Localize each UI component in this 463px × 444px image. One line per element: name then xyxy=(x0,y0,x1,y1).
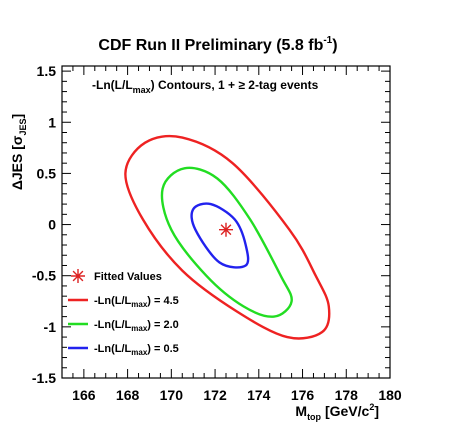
contour-0-5 xyxy=(190,202,250,269)
y-tick-label: 0.5 xyxy=(37,165,57,181)
x-axis-ticks: 166 168 170 172 174 176 178 180 xyxy=(61,66,402,403)
y-axis-label: ΔJES [σJES] xyxy=(9,114,28,190)
x-tick-label: 174 xyxy=(247,387,271,403)
fitted-value-point xyxy=(219,222,233,237)
y-tick-label: 1 xyxy=(48,114,56,130)
y-tick-label: 0 xyxy=(48,217,56,233)
legend-label-0-5: -Ln(L/Lmax) = 0.5 xyxy=(94,343,179,357)
x-axis-label: Mtop [GeV/c2] xyxy=(295,402,379,422)
x-tick-label: 178 xyxy=(335,387,359,403)
legend: Fitted Values -Ln(L/Lmax) = 4.5 -Ln(L/Lmax… xyxy=(68,269,179,357)
y-axis-ticks: -1.5 -1 -0.5 0 0.5 1 1.5 xyxy=(32,63,390,386)
fitted-value-marker xyxy=(219,222,233,237)
y-tick-label: -1.5 xyxy=(32,370,56,386)
x-tick-label: 176 xyxy=(291,387,315,403)
contour-lines xyxy=(124,134,331,340)
contour-annotation: -Ln(L/Lmax) Contours, 1 + ≥ 2-tag events xyxy=(92,78,319,95)
x-tick-label: 172 xyxy=(203,387,227,403)
y-tick-label: -0.5 xyxy=(32,268,56,284)
y-tick-label: 1.5 xyxy=(37,63,57,79)
contour-4-5 xyxy=(124,134,331,340)
x-tick-label: 168 xyxy=(116,387,140,403)
x-tick-label: 170 xyxy=(160,387,184,403)
legend-label-fitted: Fitted Values xyxy=(94,271,162,283)
plot-frame xyxy=(61,65,391,379)
chart-title: CDF Run II Preliminary (5.8 fb-1) xyxy=(98,35,337,54)
legend-label-4-5: -Ln(L/Lmax) = 4.5 xyxy=(94,295,179,309)
y-tick-label: -1 xyxy=(44,319,57,335)
x-tick-label: 166 xyxy=(72,387,96,403)
x-tick-label: 180 xyxy=(378,387,402,403)
legend-fitted-marker xyxy=(71,269,85,283)
contour-2-0 xyxy=(160,166,293,318)
legend-label-2-0: -Ln(L/Lmax) = 2.0 xyxy=(94,319,179,333)
